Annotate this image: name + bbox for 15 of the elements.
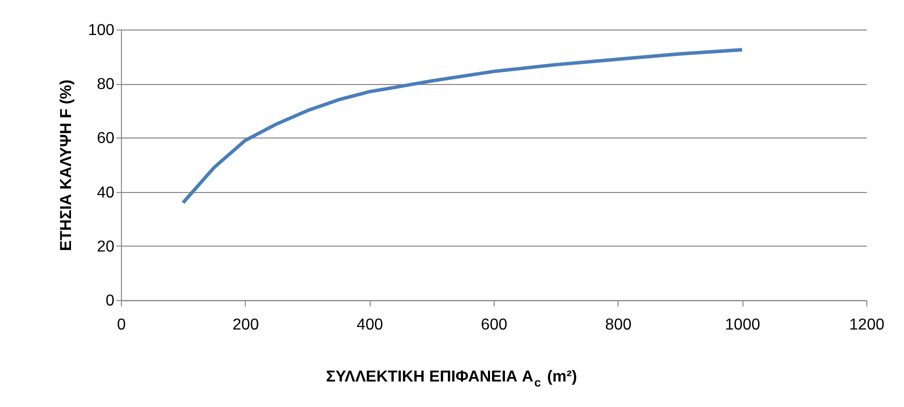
x-tick-label: 200 xyxy=(232,316,260,334)
y-tick-label: 60 xyxy=(96,130,115,148)
y-tick-label: 40 xyxy=(96,184,115,202)
x-tick-label: 1000 xyxy=(724,316,760,334)
y-tick-label: 0 xyxy=(106,292,115,310)
x-tick-label: 0 xyxy=(117,316,126,334)
y-tick-label: 100 xyxy=(88,22,115,39)
y-axis-title: ΕΤΗΣΙΑ ΚΑΛΥΨΗ F (%) xyxy=(58,80,76,251)
x-tick-label: 800 xyxy=(605,316,632,334)
x-tick-label: 400 xyxy=(356,316,384,334)
y-tick-label: 80 xyxy=(96,76,115,94)
x-tick-label: 1200 xyxy=(849,316,885,334)
y-tick-label: 20 xyxy=(96,238,115,256)
line-series xyxy=(181,48,744,204)
x-tick-label: 600 xyxy=(480,316,508,334)
